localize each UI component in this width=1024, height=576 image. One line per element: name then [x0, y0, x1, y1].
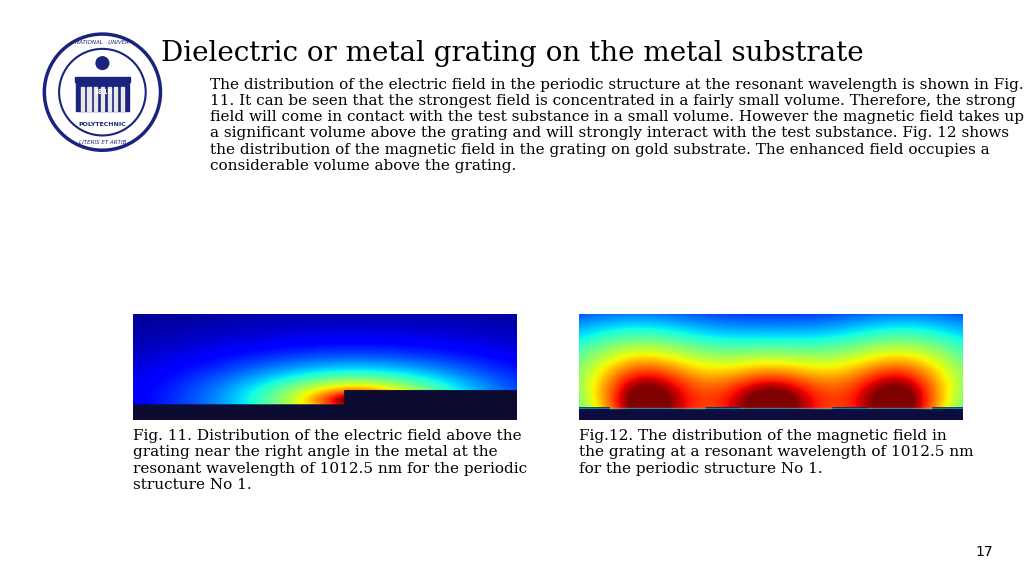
Text: NATIONAL   UNIVER: NATIONAL UNIVER — [76, 40, 129, 44]
Text: POLYTECHNIC: POLYTECHNIC — [79, 122, 126, 127]
Text: 17: 17 — [976, 545, 993, 559]
Text: The distribution of the electric field in the periodic structure at the resonant: The distribution of the electric field i… — [210, 78, 1024, 173]
FancyBboxPatch shape — [115, 87, 118, 111]
FancyBboxPatch shape — [108, 87, 111, 111]
Text: Fig.12. The distribution of the magnetic field in
the grating at a resonant wave: Fig.12. The distribution of the magnetic… — [579, 429, 973, 476]
FancyBboxPatch shape — [121, 87, 124, 111]
Text: LITERIS ET ARTIB: LITERIS ET ARTIB — [79, 140, 126, 145]
FancyBboxPatch shape — [76, 82, 129, 111]
Text: 1816: 1816 — [93, 89, 112, 95]
Text: Fig. 11. Distribution of the electric field above the
grating near the right ang: Fig. 11. Distribution of the electric fi… — [133, 429, 527, 492]
FancyBboxPatch shape — [81, 87, 84, 111]
FancyBboxPatch shape — [100, 87, 104, 111]
FancyBboxPatch shape — [75, 77, 130, 82]
FancyBboxPatch shape — [87, 87, 90, 111]
Circle shape — [96, 57, 109, 70]
FancyBboxPatch shape — [94, 87, 97, 111]
Text: Dielectric or metal grating on the metal substrate: Dielectric or metal grating on the metal… — [161, 40, 863, 67]
